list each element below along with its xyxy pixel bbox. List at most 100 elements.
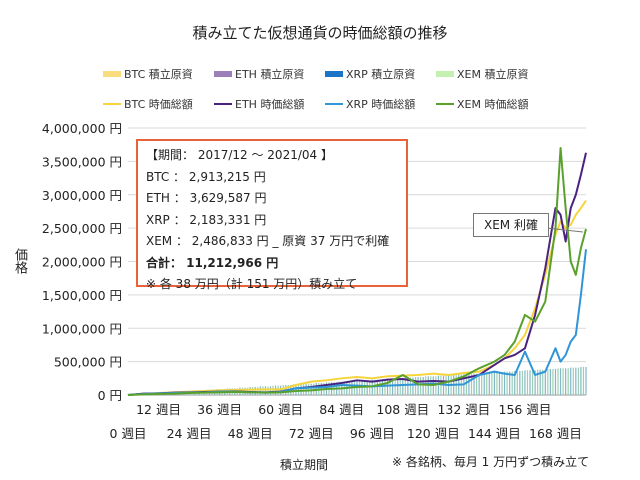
principal-bar (412, 377, 414, 395)
principal-bar (554, 368, 557, 395)
x-tick-label: 24 週目 (167, 426, 212, 441)
x-tick-label: 144 週目 (468, 426, 521, 441)
principal-bar (582, 366, 585, 395)
principal-bar (483, 372, 485, 395)
principal-bar (252, 386, 254, 395)
xrp-total: XRP ： 2,183,331 円 (146, 212, 267, 227)
principal-bar (397, 378, 399, 395)
x-tick-label: 12 週目 (136, 402, 181, 417)
principal-bar (496, 372, 498, 395)
series-line-xem (127, 147, 587, 396)
principal-bar (526, 370, 529, 395)
y-tick-label: 0 円 (98, 388, 122, 403)
y-tick-label: 2,500,000 円 (42, 221, 122, 236)
principal-bar (514, 370, 516, 395)
principal-bar (394, 378, 396, 395)
principal-bar (547, 368, 549, 395)
principal-bar (274, 385, 277, 395)
x-tick-label: 72 週目 (289, 426, 334, 441)
principal-bar (371, 379, 373, 395)
principal-bar (257, 386, 259, 395)
principal-bar (269, 386, 272, 395)
principal-bar (577, 367, 579, 395)
principal-bar (470, 373, 473, 395)
principal-bar (435, 376, 437, 395)
principal-bar (531, 370, 534, 395)
principal-bar (384, 378, 386, 395)
principal-bar (478, 373, 480, 395)
principal-bar (493, 372, 495, 395)
legend-eth-value: ETH 時価総額 (214, 96, 304, 112)
principal-bar (308, 383, 310, 395)
principal-bar (486, 372, 488, 395)
principal-bar (386, 378, 389, 395)
xem-total: XEM ： 2,486,833 円 _ 原資 37 万円で利確 (146, 234, 390, 248)
principal-bar (437, 375, 440, 395)
principal-bar (534, 370, 536, 395)
principal-bar (407, 377, 409, 395)
callout-pointer (545, 227, 584, 233)
principal-bar (272, 385, 274, 395)
principal-bar (557, 368, 559, 395)
investment-note: ※ 各 38 万円（計 151 万円）積み立て (146, 277, 358, 291)
principal-bar (295, 384, 297, 395)
x-tick-label: 36 週目 (197, 402, 242, 417)
principal-bar (481, 372, 483, 395)
principal-bar (280, 385, 282, 395)
legend-xem-principal: XEM 積立原資 (436, 66, 528, 82)
principal-bar (580, 366, 582, 395)
principal-bar (544, 369, 546, 395)
principal-bar (488, 372, 490, 395)
x-tick-label: 132 週目 (437, 402, 490, 417)
principal-bar (562, 368, 564, 395)
principal-bar (374, 379, 376, 395)
principal-bar (399, 378, 401, 395)
footnote: ※ 各銘柄、毎月 1 万円ずつ積み立て (392, 455, 590, 469)
principal-bar (511, 371, 513, 395)
principal-bar (498, 372, 501, 395)
period-text: 【期間： 2017/12 ～ 2021/04 】 (146, 148, 333, 162)
grand-total: 合計： 11,212,966 円 (146, 255, 279, 270)
y-axis-label: 価格 (12, 248, 27, 274)
principal-bar (262, 386, 264, 395)
x-tick-label: 168 週目 (529, 426, 582, 441)
principal-bar (369, 380, 371, 395)
principal-bar (585, 366, 587, 395)
principal-bar (404, 377, 406, 395)
legend-xrp-value: XRP 時価総額 (325, 96, 415, 112)
legend-btc-principal: BTC 積立原資 (103, 66, 193, 82)
legend-xrp-principal: XRP 積立原資 (325, 66, 415, 82)
legend-xem-value: XEM 時価総額 (436, 96, 528, 112)
principal-bar (254, 386, 256, 395)
principal-bar (267, 386, 269, 395)
y-tick-label: 3,500,000 円 (42, 154, 122, 169)
principal-bar (567, 368, 569, 395)
principal-bar (575, 367, 577, 395)
principal-bar (570, 367, 572, 395)
summary-box: 【期間： 2017/12 ～ 2021/04 】 BTC ： 2,913,215… (136, 139, 408, 291)
principal-bar (259, 386, 261, 395)
principal-bar (552, 368, 554, 395)
principal-bar (409, 377, 412, 395)
x-tick-label: 156 週目 (499, 402, 552, 417)
principal-bar (465, 374, 468, 395)
principal-bar (537, 369, 539, 395)
principal-bar (559, 368, 562, 395)
x-tick-label: 108 週目 (376, 402, 429, 417)
principal-bar (565, 368, 567, 395)
principal-bar (389, 378, 391, 395)
principal-bar (277, 385, 279, 395)
principal-bar (417, 376, 419, 395)
principal-bar (524, 370, 526, 395)
principal-bar (519, 370, 521, 395)
chart-title: 積み立てた仮想通貨の時価総額の推移 (192, 24, 448, 42)
principal-bar (300, 384, 302, 395)
principal-bar (414, 376, 417, 395)
principal-bar (539, 369, 541, 395)
y-tick-label: 1,500,000 円 (42, 288, 122, 303)
principal-bar (516, 370, 518, 395)
principal-bar (297, 384, 300, 395)
x-tick-label: 120 週目 (407, 426, 460, 441)
principal-bar (376, 379, 378, 395)
